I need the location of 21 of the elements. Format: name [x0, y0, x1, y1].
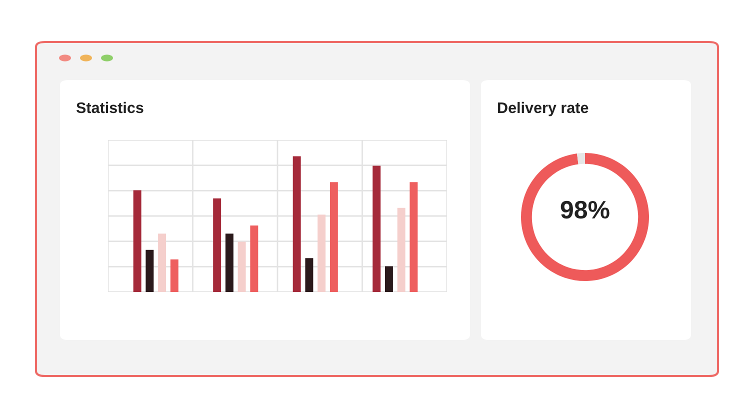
bar	[397, 208, 406, 292]
bar	[146, 250, 154, 292]
bar	[133, 190, 142, 292]
bar	[318, 214, 326, 292]
bar	[170, 259, 178, 292]
bar	[410, 182, 418, 292]
bar	[213, 198, 222, 292]
bar	[225, 234, 234, 292]
bar	[158, 234, 166, 292]
donut-slice	[521, 153, 649, 281]
bar	[305, 258, 314, 292]
bar	[238, 242, 246, 292]
chart-title: Statistics	[76, 102, 144, 114]
bar	[250, 226, 258, 292]
bar	[292, 156, 301, 292]
bar	[330, 182, 338, 292]
donut-slice	[576, 153, 585, 164]
text: 98%	[560, 200, 610, 219]
bar	[384, 266, 393, 292]
chart-title: Delivery rate	[498, 102, 588, 116]
bar	[372, 166, 381, 292]
